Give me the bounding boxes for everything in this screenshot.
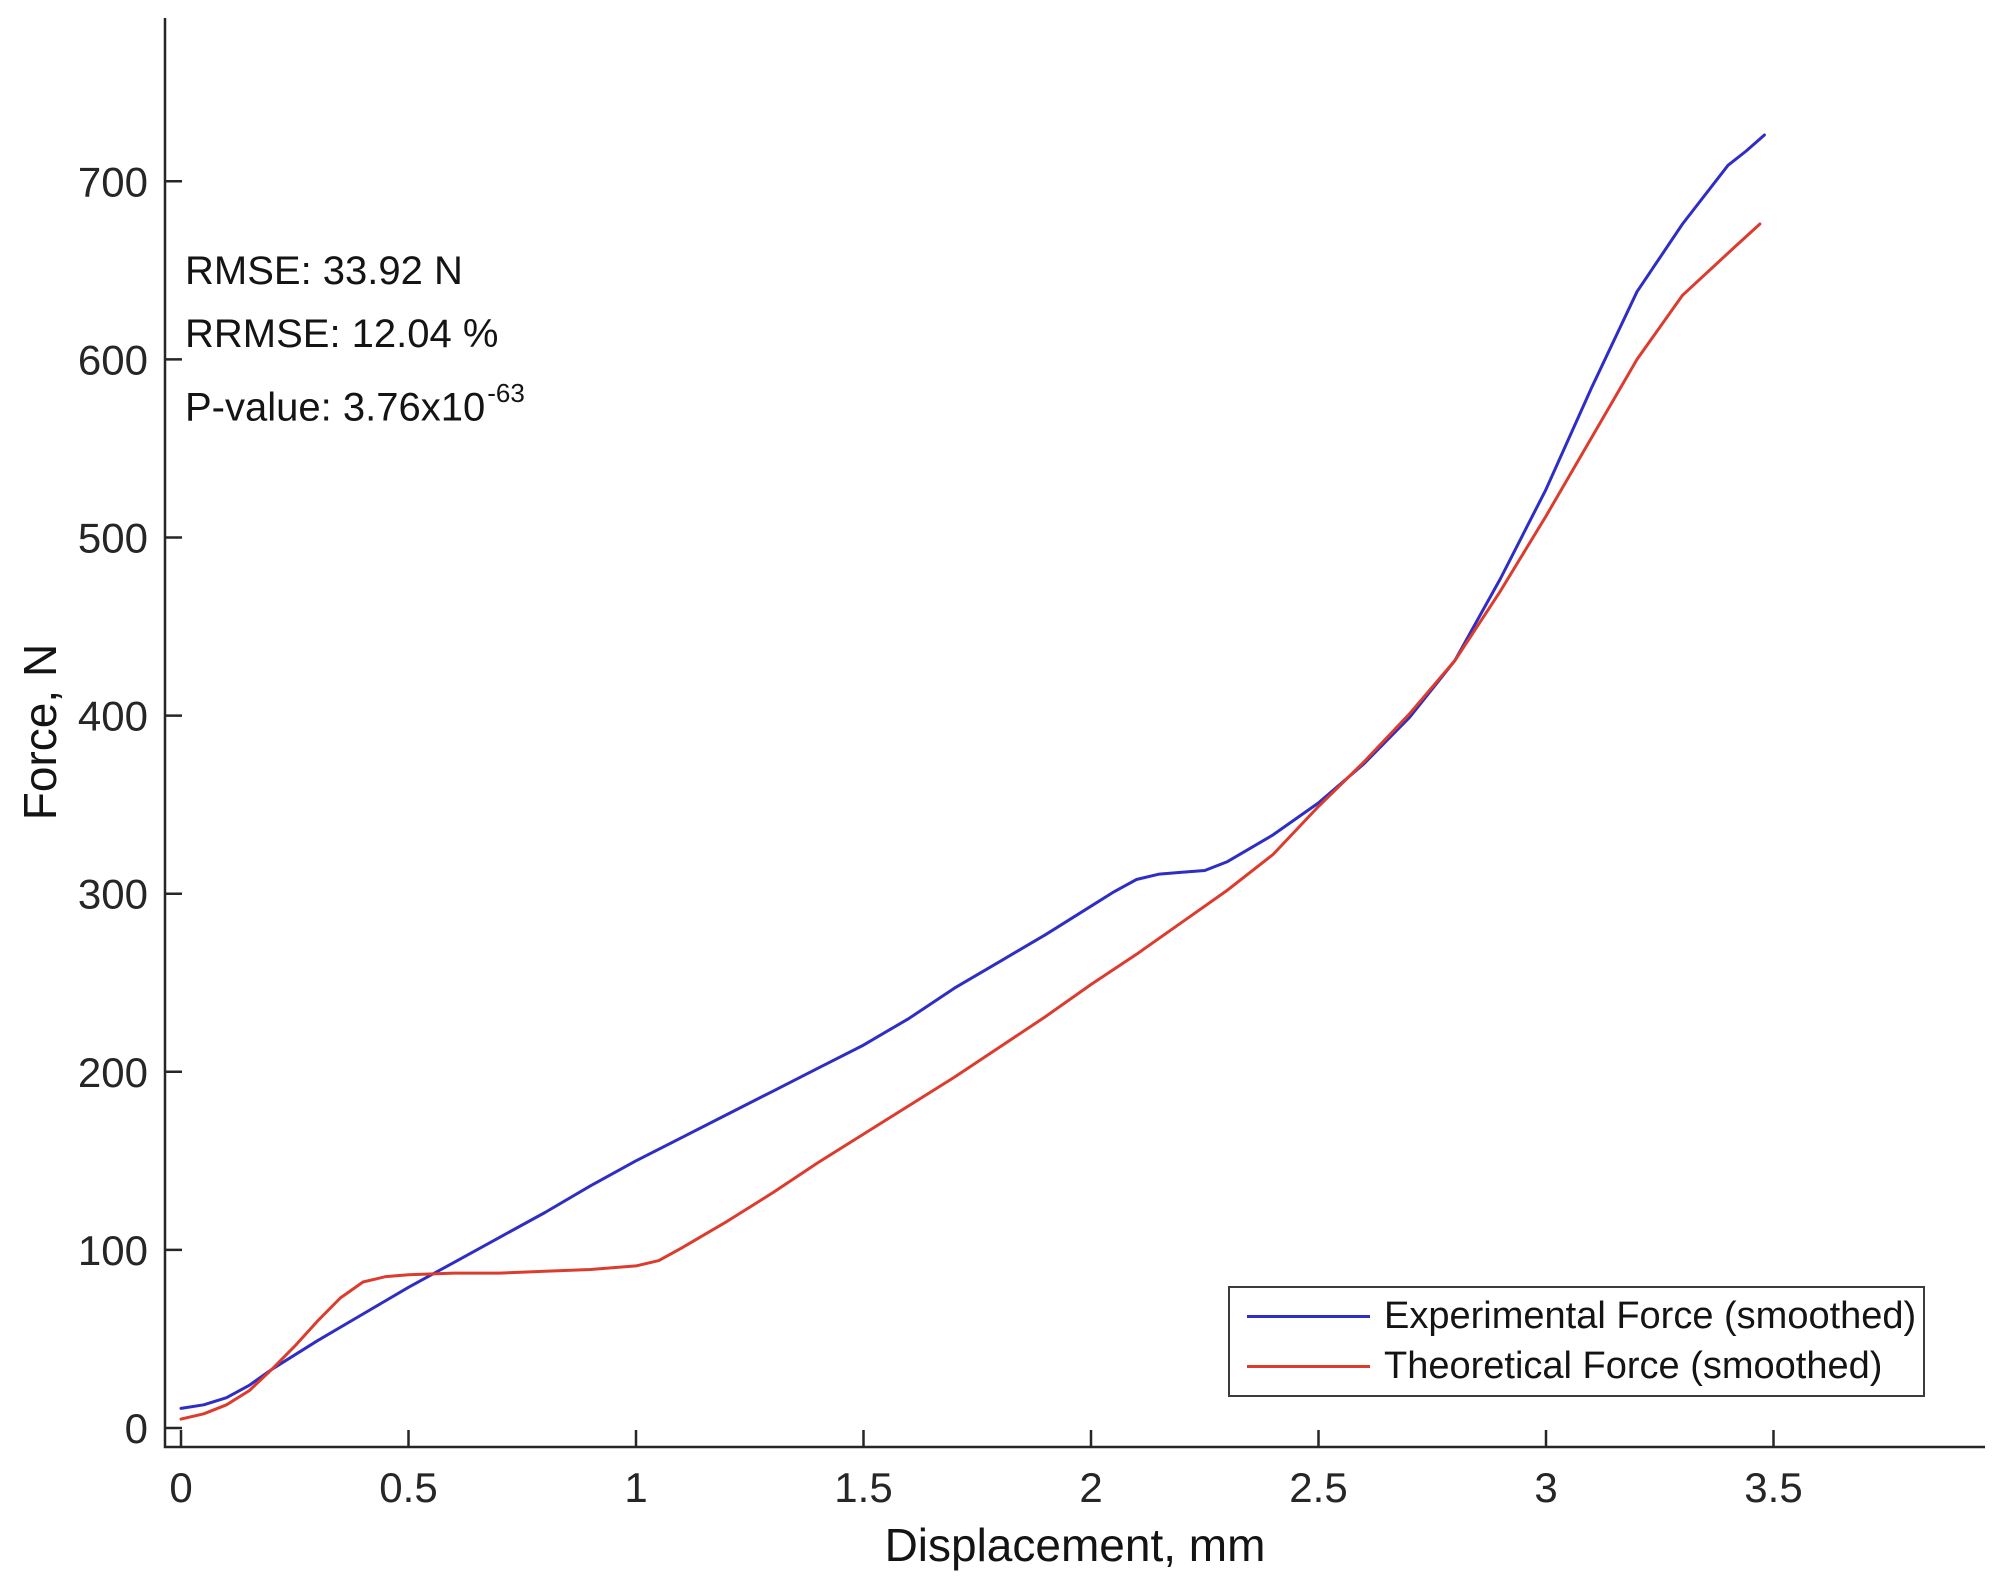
x-tick-label: 3.5 [1744, 1464, 1802, 1511]
x-tick-label: 2 [1079, 1464, 1102, 1511]
x-tick-label: 1.5 [834, 1464, 892, 1511]
y-tick-label: 500 [78, 515, 148, 562]
x-tick-label: 3 [1534, 1464, 1557, 1511]
pvalue-label: P-value: [185, 385, 343, 430]
series-line-experimental [179, 133, 1766, 1410]
y-tick-label: 100 [78, 1227, 148, 1274]
y-tick-label: 600 [78, 336, 148, 383]
y-axis-label: Force, N [14, 643, 66, 821]
x-tick-label: 2.5 [1289, 1464, 1347, 1511]
y-tick-label: 0 [125, 1405, 148, 1452]
pvalue-text: P-value: 3.76x10-63 [185, 366, 525, 439]
stats-annotation: RMSE: 33.92 N RRMSE: 12.04 % P-value: 3.… [185, 240, 525, 439]
rmse-text: RMSE: 33.92 N [185, 249, 463, 293]
x-tick-label: 0.5 [379, 1464, 437, 1511]
y-tick-label: 300 [78, 871, 148, 918]
legend-item-experimental: Experimental Force (smoothed) [1230, 1295, 1923, 1338]
legend: Experimental Force (smoothed) Theoretica… [1228, 1286, 1925, 1397]
y-tick-label: 700 [78, 158, 148, 205]
pvalue-exponent: -63 [487, 378, 525, 408]
x-tick-label: 1 [624, 1464, 647, 1511]
series-line-theoretical [179, 222, 1762, 1421]
y-tick-label: 200 [78, 1049, 148, 1096]
pvalue-base: 3.76x10 [342, 385, 486, 430]
rrmse-text: RRMSE: 12.04 % [185, 312, 499, 356]
legend-line-theoretical [1247, 1365, 1370, 1368]
y-tick-label: 400 [78, 693, 148, 740]
axis-lines [163, 18, 1985, 1449]
x-tick-label: 0 [169, 1464, 192, 1511]
legend-label-theoretical: Theoretical Force (smoothed) [1384, 1345, 1883, 1387]
legend-item-theoretical: Theoretical Force (smoothed) [1230, 1345, 1923, 1388]
legend-line-experimental [1247, 1315, 1370, 1318]
legend-label-experimental: Experimental Force (smoothed) [1384, 1295, 1917, 1337]
x-axis-label: Displacement, mm [884, 1519, 1266, 1571]
